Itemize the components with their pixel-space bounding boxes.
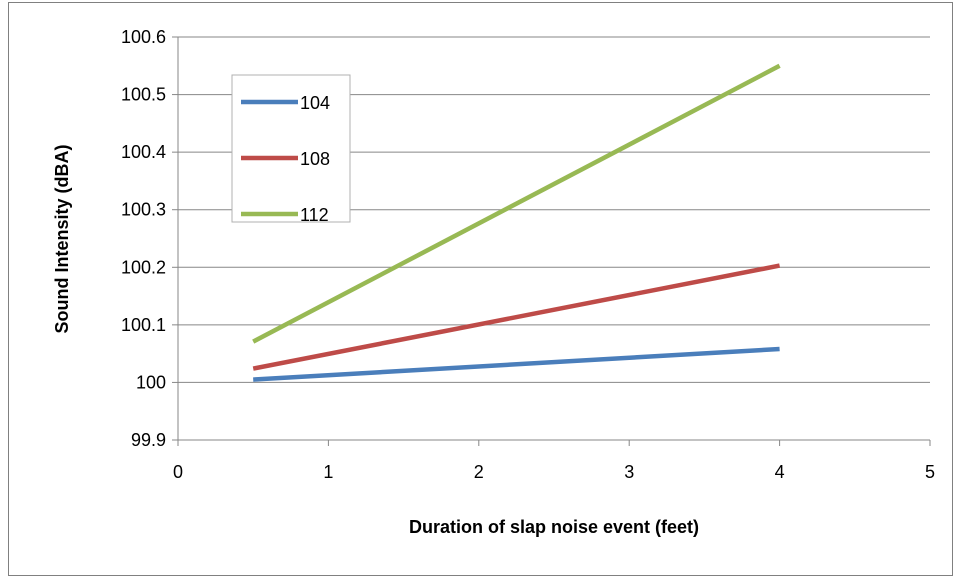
y-tick-label: 99.9: [131, 430, 166, 450]
y-tick-label: 100.3: [121, 200, 166, 220]
series-lines: [252, 63, 781, 382]
y-tick-label: 100.2: [121, 257, 166, 277]
x-tick-label: 5: [925, 462, 935, 482]
y-tick-label: 100.4: [121, 142, 166, 162]
y-axis-ticks: 99.9 100 100.1 100.2 100.3 100.4 100.5 100.6: [121, 27, 178, 450]
axes: [177, 37, 930, 441]
y-tick-label: 100.5: [121, 85, 166, 105]
x-tick-label: 1: [323, 462, 333, 482]
x-tick-label: 3: [624, 462, 634, 482]
y-tick-label: 100: [136, 372, 166, 392]
chart-frame: [8, 2, 953, 576]
x-tick-label: 0: [173, 462, 183, 482]
legend-box: [231, 74, 351, 223]
y-tick-label: 100.1: [121, 315, 166, 335]
series-line-112: [252, 63, 781, 344]
x-axis-title: Duration of slap noise event (feet): [409, 517, 699, 537]
x-tick-label: 2: [474, 462, 484, 482]
legend-label: 104: [300, 93, 330, 113]
series-line-104: [253, 346, 780, 382]
y-axis-title: Sound Intensity (dBA): [52, 145, 72, 334]
legend: 104 108 112: [231, 74, 351, 225]
x-tick-label: 4: [775, 462, 785, 482]
legend-label: 108: [300, 149, 330, 169]
y-tick-label: 100.6: [121, 27, 166, 47]
x-axis-ticks: 0 1 2 3 4 5: [173, 440, 935, 482]
series-line-108: [252, 263, 781, 371]
legend-label: 112: [300, 205, 329, 225]
